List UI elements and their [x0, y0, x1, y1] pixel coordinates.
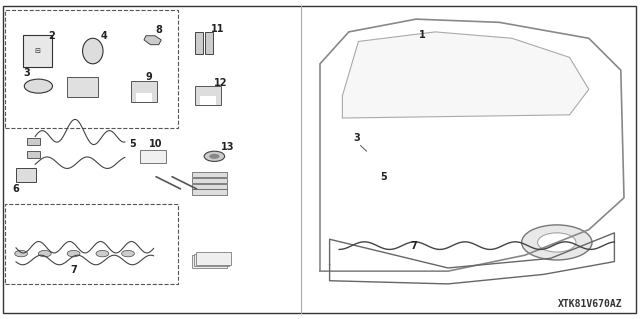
- Circle shape: [24, 79, 52, 93]
- Bar: [195, 86, 221, 105]
- Bar: [16, 168, 36, 182]
- Text: ⊟: ⊟: [34, 48, 40, 54]
- Text: 1: 1: [419, 30, 426, 40]
- Bar: [27, 138, 40, 145]
- Bar: [196, 252, 231, 265]
- Text: 10: 10: [149, 139, 163, 149]
- Text: 13: 13: [220, 142, 234, 152]
- Circle shape: [96, 250, 109, 257]
- Text: 12: 12: [214, 78, 228, 88]
- Polygon shape: [144, 36, 161, 45]
- Polygon shape: [342, 32, 589, 118]
- Bar: [205, 32, 213, 54]
- Circle shape: [38, 250, 51, 257]
- Bar: [23, 35, 51, 67]
- Text: 5: 5: [381, 172, 387, 182]
- Bar: [27, 151, 40, 158]
- Bar: [192, 178, 227, 183]
- Bar: [195, 32, 203, 54]
- Bar: [192, 184, 227, 189]
- Circle shape: [538, 233, 576, 252]
- Bar: [200, 96, 216, 105]
- Text: 2: 2: [48, 31, 54, 41]
- Bar: [192, 172, 227, 177]
- Text: 4: 4: [100, 31, 107, 41]
- Circle shape: [522, 225, 592, 260]
- Circle shape: [209, 154, 220, 159]
- Circle shape: [15, 250, 28, 257]
- Text: 6: 6: [13, 184, 19, 195]
- Text: 9: 9: [145, 71, 152, 82]
- Bar: [192, 255, 227, 268]
- Bar: [5, 10, 178, 128]
- Bar: [192, 189, 227, 195]
- Ellipse shape: [83, 38, 103, 64]
- Bar: [67, 77, 98, 97]
- Bar: [194, 254, 229, 266]
- Circle shape: [204, 151, 225, 161]
- Bar: [131, 81, 157, 102]
- Text: 8: 8: [156, 25, 162, 35]
- Text: 3: 3: [354, 133, 360, 143]
- Circle shape: [67, 250, 80, 257]
- Text: 7: 7: [410, 241, 417, 251]
- Bar: [5, 204, 178, 284]
- Bar: [136, 93, 152, 102]
- Circle shape: [122, 250, 134, 257]
- Text: XTK81V670AZ: XTK81V670AZ: [557, 299, 622, 309]
- Text: 5: 5: [129, 139, 136, 149]
- Text: 3: 3: [24, 68, 30, 78]
- Bar: [140, 150, 166, 163]
- Text: 11: 11: [211, 24, 225, 34]
- Text: 7: 7: [70, 264, 77, 275]
